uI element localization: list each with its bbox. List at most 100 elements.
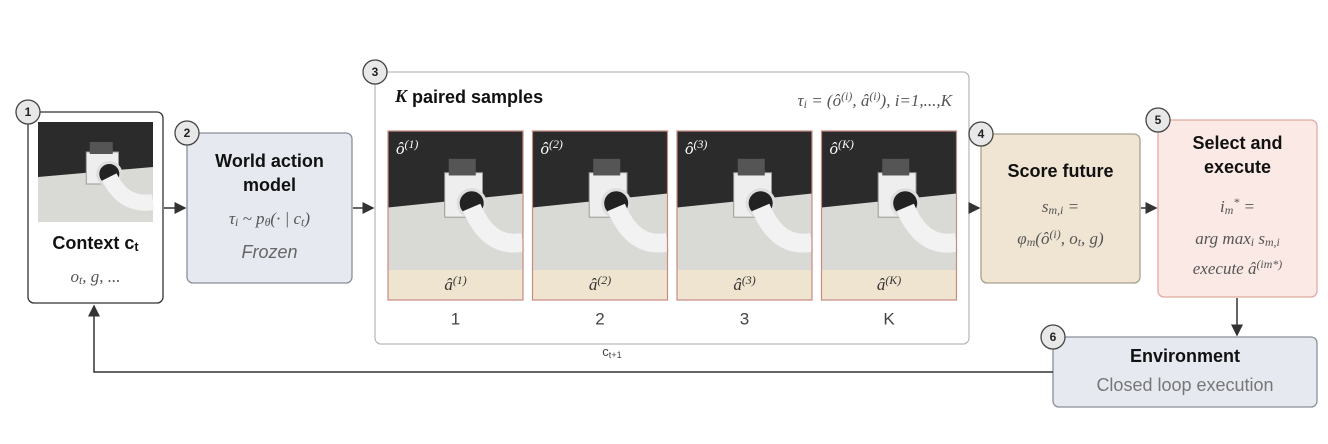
sample-frame: [531, 130, 669, 301]
observation-label-run: (3): [694, 137, 708, 151]
node-title-run: Context: [52, 233, 124, 253]
action-label-run: â: [877, 275, 886, 294]
action-label-run: â: [589, 275, 598, 294]
action-label-run: (3): [742, 273, 756, 287]
node-text-run: τ: [798, 91, 805, 110]
badge-number: 6: [1050, 330, 1057, 344]
node-text-run: *): [1272, 257, 1282, 271]
badge: [1145, 107, 1171, 133]
countertop: [532, 193, 668, 270]
node-text: Closed loop execution: [1096, 375, 1273, 395]
countertop: [821, 193, 957, 270]
node-text-run: Frozen: [241, 242, 297, 262]
countertop: [388, 193, 523, 270]
action-label: â(1): [444, 273, 466, 294]
node-text-run: φ: [1017, 229, 1026, 248]
node-text-run: (i): [1049, 227, 1060, 241]
node-text-run: t: [1078, 235, 1082, 249]
observation-label: ô(K): [830, 137, 854, 158]
node-title: Select and: [1192, 133, 1282, 153]
node-text-run: execute â: [1193, 259, 1257, 278]
node-text-run: t: [301, 215, 305, 229]
countertop: [38, 167, 153, 222]
robot-arm: [896, 203, 959, 253]
node-text-run: o: [70, 267, 79, 286]
action-label-run: (K): [885, 273, 901, 287]
node-text: Frozen: [241, 242, 297, 262]
node-title: Score future: [1007, 161, 1113, 181]
robot-arm: [102, 173, 155, 211]
feedback-label-run: c: [602, 344, 609, 359]
badge-number: 4: [978, 127, 985, 141]
observation-label-run: (2): [549, 137, 563, 151]
node-text-run: , g): [1081, 229, 1104, 248]
action-label: â(K): [877, 273, 901, 294]
node-text-run: , g, ...: [82, 267, 120, 286]
node-text-run: arg max: [1195, 229, 1251, 248]
action-strip: [677, 270, 812, 300]
badge-number: 2: [184, 126, 191, 140]
sample-frame: [820, 130, 958, 301]
observation-label-run: ô: [541, 139, 550, 158]
node-text: τi ~ pθ(· | ct): [229, 209, 310, 229]
node-text-run: , o: [1061, 229, 1078, 248]
sample-index: 2: [595, 309, 604, 328]
node-text-run: (ô: [1035, 229, 1049, 248]
node-text-run: s: [1042, 197, 1049, 216]
node-text-run: = (ô: [807, 91, 841, 110]
observation-label-run: ô: [396, 139, 405, 158]
action-label-run: (2): [597, 273, 611, 287]
node-text-run: i: [1220, 197, 1225, 216]
node-text-run: s: [1254, 229, 1265, 248]
node-title-run: model: [243, 175, 296, 195]
action-strip: [388, 270, 523, 300]
badge-number: 5: [1155, 113, 1162, 127]
node-title-run: K: [394, 86, 409, 106]
connectors: [88, 202, 1243, 373]
node-text-run: m: [1264, 257, 1273, 271]
feedback-label-run: t+1: [609, 350, 622, 360]
node-box: [1157, 119, 1318, 298]
sample-index: K: [883, 309, 895, 328]
badge: [1040, 324, 1066, 350]
robot-image: [532, 131, 670, 270]
badge: [174, 120, 200, 146]
node-text: ot, g, ...: [70, 267, 120, 287]
node-text: τi = (ô(i), â(i)), i=1,...,K: [798, 89, 954, 111]
node-text: arg maxi sm,i: [1195, 229, 1280, 249]
sample-frame: [387, 130, 524, 301]
node-box: [186, 132, 353, 284]
node-text-run: m: [1027, 235, 1036, 249]
observation-label-run: ô: [685, 139, 694, 158]
feedback-label: ct+1: [602, 344, 621, 359]
node-title: Context ct: [52, 233, 139, 254]
sample-index: 1: [451, 309, 460, 328]
node-text-run: i: [804, 97, 807, 111]
node-text-run: ), i=1,...,K: [880, 91, 954, 110]
node-title-run: Score future: [1007, 161, 1113, 181]
node-title-run: execute: [1204, 157, 1271, 177]
sample-frame: [676, 130, 813, 301]
robot-image: [388, 131, 525, 270]
badge: [15, 99, 41, 125]
observation-label-run: (K): [838, 137, 854, 151]
observation-label: ô(2): [541, 137, 563, 158]
node-text-run: *: [1233, 195, 1239, 209]
action-label-run: â: [733, 275, 742, 294]
node-text-run: (· | c: [270, 209, 301, 228]
node-title-run: c: [124, 233, 134, 253]
action-label-run: â: [444, 275, 453, 294]
node-text-run: ~ p: [238, 209, 264, 228]
observation-label-run: ô: [830, 139, 839, 158]
badge: [362, 59, 388, 85]
node-text-run: =: [1063, 197, 1079, 216]
node-text-run: =: [1239, 197, 1255, 216]
node-text-run: (i): [841, 89, 852, 103]
node-text-run: i: [1251, 235, 1254, 249]
badge-number: 1: [25, 105, 32, 119]
machine-top: [448, 158, 476, 176]
node-title-run: Environment: [1130, 346, 1240, 366]
action-strip: [821, 270, 957, 300]
observation-label-run: (1): [405, 137, 419, 151]
